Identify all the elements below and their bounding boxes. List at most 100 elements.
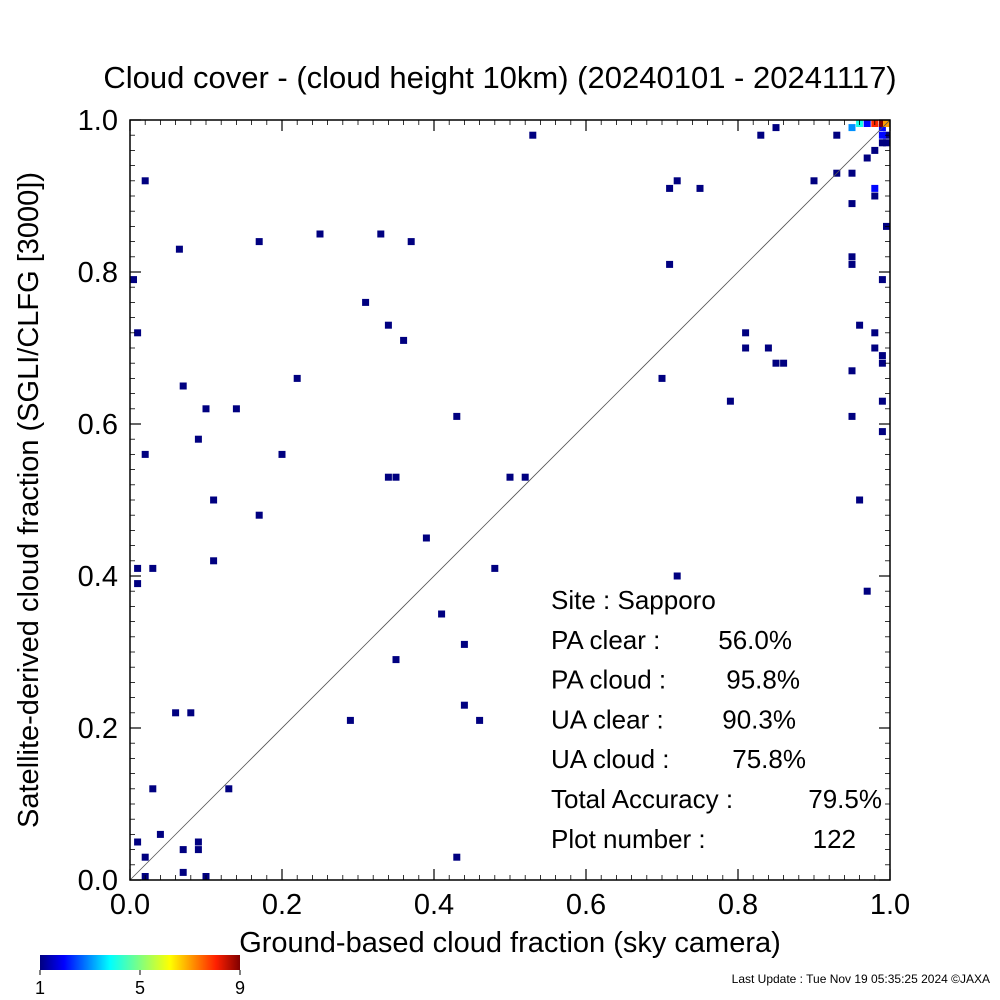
heatmap-cell-28 bbox=[149, 564, 157, 572]
one-to-one-line bbox=[129, 119, 891, 881]
heatmap-cell-47 bbox=[141, 853, 149, 861]
heatmap-cell-37 bbox=[346, 716, 354, 724]
heatmap-cell-68 bbox=[848, 169, 856, 177]
heatmap-cell-93 bbox=[878, 131, 886, 139]
x-tick-label: 0.4 bbox=[414, 889, 454, 921]
heatmap-cell-15 bbox=[194, 435, 202, 443]
y-tick-label: 1.0 bbox=[78, 105, 118, 137]
x-axis-label: Ground-based cloud fraction (sky camera) bbox=[239, 927, 781, 959]
heatmap-cell-52 bbox=[529, 131, 537, 139]
colorbar bbox=[40, 955, 240, 970]
heatmap-cell-36 bbox=[476, 716, 484, 724]
heatmap-cell-45 bbox=[179, 846, 187, 854]
heatmap-cell-60 bbox=[742, 344, 750, 352]
heatmap-cell-88 bbox=[863, 154, 871, 162]
heatmap-cell-97 bbox=[863, 120, 871, 127]
heatmap-cell-51 bbox=[453, 853, 461, 861]
heatmap-cell-59 bbox=[742, 329, 750, 337]
heatmap-cell-58 bbox=[726, 397, 734, 405]
heatmap-cell-3 bbox=[175, 245, 183, 253]
last-update-footer: Last Update : Tue Nov 19 05:35:25 2024 ©… bbox=[732, 972, 990, 986]
heatmap-cell-34 bbox=[392, 656, 400, 664]
colorbar-tick-label: 5 bbox=[135, 978, 145, 998]
y-tick-label: 0.0 bbox=[78, 865, 118, 897]
heatmap-cell-78 bbox=[871, 329, 879, 337]
x-tick-label: 0.8 bbox=[718, 889, 758, 921]
heatmap-cell-13 bbox=[202, 405, 210, 413]
heatmap-cell-91 bbox=[883, 139, 890, 147]
heatmap-cell-2 bbox=[141, 177, 149, 185]
stat-value: 122 bbox=[813, 824, 856, 854]
stat-value: 90.3% bbox=[722, 704, 796, 734]
stat-label: Plot number : bbox=[551, 824, 706, 854]
heatmap-cell-19 bbox=[255, 511, 263, 519]
heatmap-cell-0 bbox=[130, 276, 137, 284]
heatmap-cell-86 bbox=[871, 192, 879, 200]
stat-value: 79.5% bbox=[808, 784, 882, 814]
heatmap-cell-42 bbox=[156, 830, 164, 838]
heatmap-cell-70 bbox=[848, 200, 856, 208]
heatmap-cell-4 bbox=[255, 238, 263, 246]
heatmap-cell-23 bbox=[506, 473, 514, 481]
heatmap-cell-29 bbox=[134, 580, 142, 588]
stat-value: 75.8% bbox=[732, 744, 806, 774]
heatmap-cell-7 bbox=[407, 238, 415, 246]
heatmap-cell-48 bbox=[179, 868, 187, 876]
heatmap-cell-44 bbox=[194, 838, 202, 846]
heatmap-cell-72 bbox=[848, 260, 856, 268]
heatmap-cell-20 bbox=[384, 473, 392, 481]
heatmap-cell-57 bbox=[658, 374, 666, 382]
heatmap-cell-43 bbox=[134, 838, 142, 846]
heatmap-cell-99 bbox=[878, 120, 886, 127]
heatmap-cell-16 bbox=[141, 450, 149, 458]
x-tick-label: 0.2 bbox=[262, 889, 302, 921]
heatmap-cell-32 bbox=[438, 610, 446, 618]
heatmap-cell-90 bbox=[878, 139, 886, 147]
heatmap-cell-56 bbox=[666, 260, 674, 268]
stat-label: PA clear : bbox=[551, 625, 660, 655]
heatmap-cell-38 bbox=[172, 709, 180, 717]
stat-value: 56.0% bbox=[718, 625, 792, 655]
y-tick-label: 0.2 bbox=[78, 713, 118, 745]
heatmap-cell-10 bbox=[400, 336, 408, 344]
heatmap-cell-46 bbox=[194, 846, 202, 854]
colorbar-tick-label: 1 bbox=[35, 978, 45, 998]
heatmap-cell-33 bbox=[460, 640, 468, 648]
heatmap-cell-6 bbox=[377, 230, 385, 238]
stat-label: PA cloud : bbox=[551, 665, 666, 695]
heatmap-cell-14 bbox=[232, 405, 240, 413]
y-tick-label: 0.4 bbox=[78, 561, 118, 593]
heatmap-cell-35 bbox=[460, 701, 468, 709]
heatmap-cell-11 bbox=[293, 374, 301, 382]
statistics-panel: Site : Sapporo PA clear : 56.0% PA cloud : 9… bbox=[551, 585, 882, 854]
heatmap-cell-62 bbox=[772, 359, 780, 367]
y-tick-label: 0.8 bbox=[78, 257, 118, 289]
y-tick-label: 0.6 bbox=[78, 409, 118, 441]
heatmap-cell-12 bbox=[179, 382, 187, 390]
heatmap-cell-61 bbox=[764, 344, 772, 352]
heatmap-cell-5 bbox=[316, 230, 324, 238]
heatmap-cell-26 bbox=[210, 557, 218, 565]
colorbar-ticks: 1 5 9 bbox=[35, 970, 245, 998]
heatmap-cell-76 bbox=[856, 496, 864, 504]
heatmap-cell-81 bbox=[878, 359, 886, 367]
heatmap-cell-65 bbox=[772, 124, 780, 132]
heatmap-cell-75 bbox=[848, 412, 856, 420]
stat-label: Site : Sapporo bbox=[551, 585, 716, 615]
heatmap-cell-84 bbox=[878, 276, 886, 284]
heatmap-cell-41 bbox=[225, 785, 233, 793]
x-tick-label: 1.0 bbox=[870, 889, 910, 921]
heatmap-cell-80 bbox=[878, 352, 886, 360]
x-tick-label: 0.6 bbox=[566, 889, 606, 921]
heatmap-cell-24 bbox=[521, 473, 529, 481]
heatmap-cell-27 bbox=[134, 564, 142, 572]
heatmap-cell-74 bbox=[848, 367, 856, 375]
stat-label: UA cloud : bbox=[551, 744, 670, 774]
chart-title: Cloud cover - (cloud height 10km) (20240… bbox=[103, 60, 896, 95]
heatmap-cell-64 bbox=[757, 131, 765, 139]
heatmap-cell-21 bbox=[392, 473, 400, 481]
heatmap-cell-87 bbox=[871, 184, 879, 192]
heatmap-cell-18 bbox=[210, 496, 218, 504]
heatmap-cell-40 bbox=[149, 785, 157, 793]
